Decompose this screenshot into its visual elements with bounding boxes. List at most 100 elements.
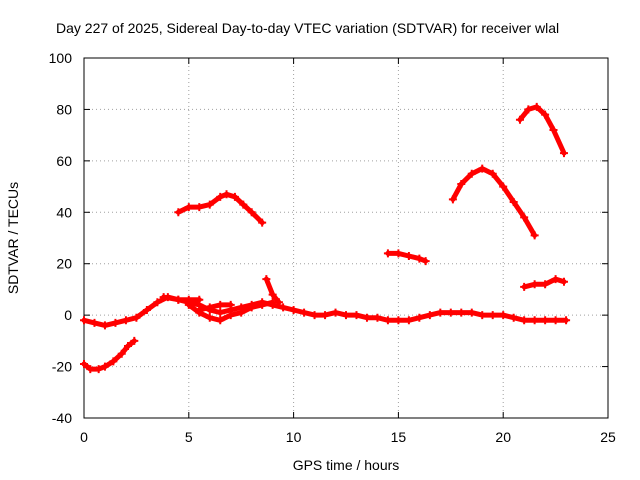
data-point [216,192,225,201]
data-point [457,308,466,317]
x-axis-ticks: 0 5 10 15 20 25 [80,58,616,445]
data-point [321,311,330,320]
data-point [258,218,267,227]
series-line-arc-11 [521,276,567,290]
data-point [80,316,88,325]
x-tick-label: 25 [600,429,616,445]
y-tick-label: 0 [64,307,72,323]
data-point [488,169,497,178]
data-point [509,198,518,206]
data-point [515,115,524,124]
data-point [394,316,403,325]
data-point [421,257,430,266]
data-point [541,316,550,325]
data-point [142,306,151,314]
data-point [446,308,455,317]
data-point [404,316,413,325]
data-point [247,208,256,217]
series-group [80,102,571,374]
x-tick-label: 20 [495,429,511,445]
y-tick-label: -20 [52,359,72,375]
data-point [404,252,413,260]
data-point [352,311,361,320]
data-point [373,313,382,322]
data-point [436,308,445,317]
data-point [174,208,183,217]
x-tick-label: 0 [80,429,88,445]
y-tick-label: 20 [56,256,72,272]
data-point [124,342,133,350]
data-point [509,313,518,322]
data-point [111,318,120,327]
data-point [383,316,392,325]
data-point [274,298,283,307]
data-point [559,149,568,158]
data-point [237,308,246,317]
data-point [342,311,350,320]
series-line-arc-9 [450,166,538,238]
data-point [205,200,214,209]
data-point [216,300,225,309]
data-point [524,105,533,114]
data-point [362,313,371,322]
data-point [541,110,550,119]
y-axis-ticks: -40 -20 0 20 40 60 80 100 [49,50,608,426]
data-point [100,362,109,371]
data-point [262,275,271,284]
data-point [205,303,214,312]
data-point [415,313,424,322]
data-point [247,303,256,312]
data-point [532,102,541,111]
data-point [121,316,130,325]
data-point [499,182,508,191]
data-point [562,316,571,325]
data-point [132,313,141,322]
data-point [541,280,550,289]
data-point [94,365,103,374]
data-point [184,300,193,309]
data-point [195,306,204,314]
data-point [195,295,204,304]
y-tick-label: 100 [49,50,73,66]
data-point [530,280,539,289]
data-point [109,357,118,366]
series-line-arc-7 [175,191,265,226]
data-point [205,313,214,322]
chart-title: Day 227 of 2025, Sidereal Day-to-day VTE… [56,20,559,36]
data-point [100,321,109,330]
data-point [258,300,267,309]
data-point [530,231,539,240]
y-tick-label: 40 [56,204,72,220]
data-point [86,365,95,374]
data-point [467,308,476,317]
x-tick-label: 10 [286,429,302,445]
data-point [117,349,126,358]
data-point [383,249,392,258]
plot-frame [83,57,609,419]
data-point [520,213,529,222]
data-point [488,311,497,320]
data-point [222,190,231,199]
data-point [520,282,529,291]
data-point [130,336,139,345]
data-point [467,169,476,178]
y-tick-label: 80 [56,101,72,117]
data-point [448,195,457,204]
data-point [268,290,277,299]
data-point [520,316,529,325]
data-point [394,249,403,258]
data-point [184,203,193,212]
data-point [415,254,424,263]
data-point [559,277,568,286]
y-tick-label: 60 [56,153,72,169]
data-point [216,308,225,317]
x-axis-label: GPS time / hours [293,457,400,473]
x-tick-label: 5 [185,429,193,445]
data-point [549,126,558,134]
data-point [551,316,560,325]
data-point [331,308,340,317]
data-point [174,295,183,304]
data-point [425,311,434,320]
data-point [279,303,288,312]
